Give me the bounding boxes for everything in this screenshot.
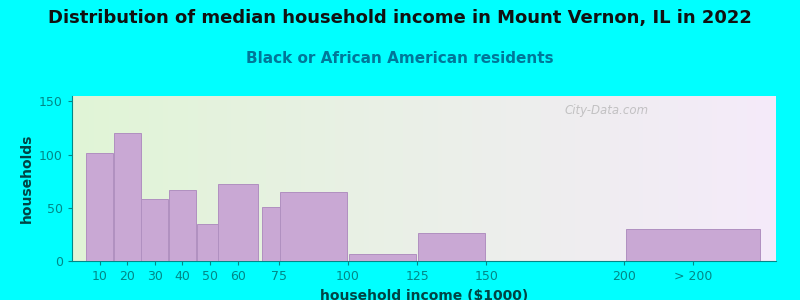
Bar [626, 229, 760, 261]
Bar [262, 207, 296, 261]
Bar [418, 233, 485, 261]
Y-axis label: households: households [19, 134, 34, 223]
Bar [218, 184, 258, 261]
Bar [86, 154, 113, 261]
Text: City-Data.com: City-Data.com [565, 104, 649, 117]
Bar [349, 254, 416, 261]
Bar [197, 224, 223, 261]
Text: Distribution of median household income in Mount Vernon, IL in 2022: Distribution of median household income … [48, 9, 752, 27]
Bar [280, 192, 347, 261]
Bar [169, 190, 196, 261]
Text: Black or African American residents: Black or African American residents [246, 51, 554, 66]
Bar [114, 133, 141, 261]
Bar [142, 199, 168, 261]
X-axis label: household income ($1000): household income ($1000) [320, 289, 528, 300]
